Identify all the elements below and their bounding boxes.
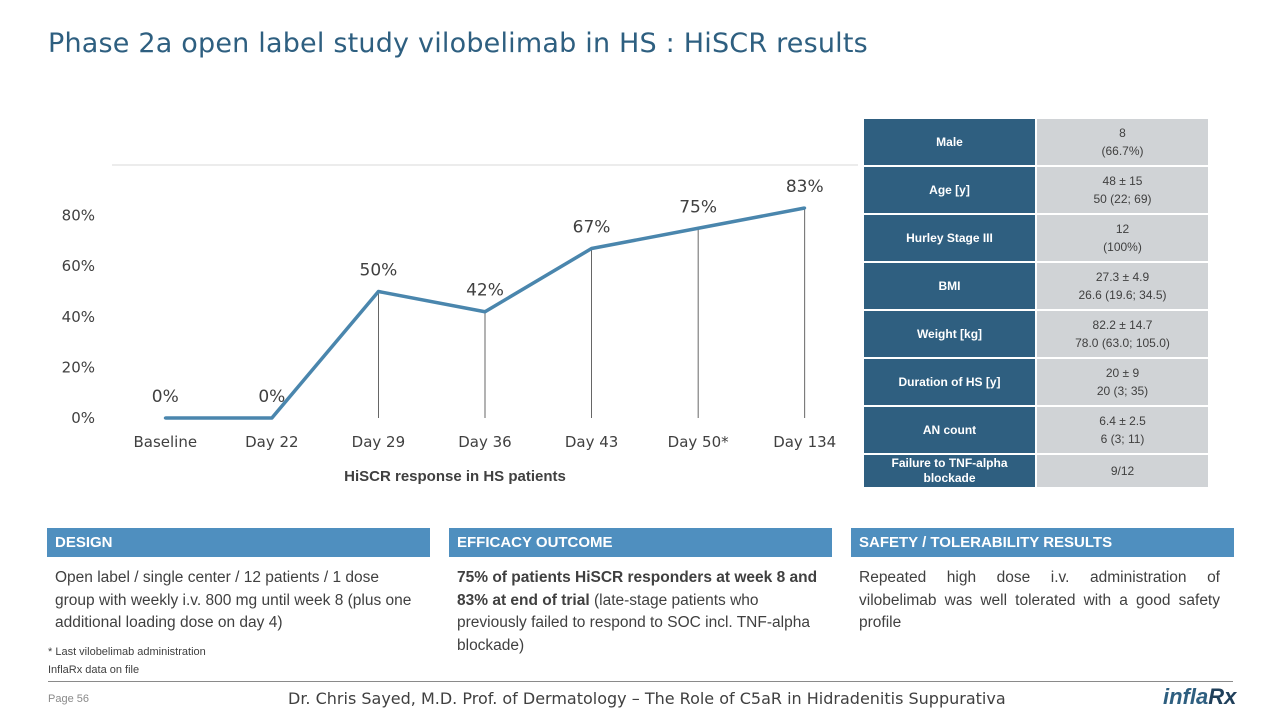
- x-tick-label: Day 134: [773, 433, 836, 451]
- hiscr-line-chart: 0% 20% 40% 60% 80% 0% 0% 50% 42% 67% 75% 83% Baselin…: [62, 164, 858, 485]
- data-point: [483, 310, 487, 314]
- baseline-row: Age [y] 48 ± 15 50 (22; 69): [862, 165, 1210, 215]
- design-section: DESIGN Open label / single center / 12 p…: [47, 528, 430, 635]
- logo-rx-text: Rx: [1208, 684, 1237, 709]
- x-tick-label: Day 22: [245, 433, 298, 451]
- baseline-row: Male 8 (66.7%): [862, 117, 1210, 167]
- y-tick-label: 0%: [71, 409, 95, 427]
- baseline-row: AN count 6.4 ± 2.5 6 (3; 11): [862, 405, 1210, 455]
- baseline-row-value: 6.4 ± 2.5 6 (3; 11): [1035, 405, 1210, 455]
- baseline-value-line2: (66.7%): [1101, 144, 1144, 158]
- y-tick-label: 40%: [62, 308, 95, 326]
- baseline-row: Duration of HS [y] 20 ± 9 20 (3; 35): [862, 357, 1210, 407]
- design-text: Open label / single center / 12 patients…: [55, 569, 412, 631]
- baseline-row-label: Age [y]: [862, 165, 1037, 215]
- data-point: [590, 246, 594, 250]
- slide-title: Phase 2a open label study vilobelimab in…: [48, 28, 868, 59]
- baseline-row: BMI 27.3 ± 4.9 26.6 (19.6; 34.5): [862, 261, 1210, 311]
- x-axis-title: HiSCR response in HS patients: [344, 468, 566, 485]
- baseline-row: Weight [kg] 82.2 ± 14.7 78.0 (63.0; 105.0): [862, 309, 1210, 359]
- baseline-row-value: 12 (100%): [1035, 213, 1210, 263]
- baseline-value-line1: 48 ± 15: [1102, 174, 1143, 188]
- logo-main-text: infla: [1163, 684, 1209, 709]
- y-tick-label: 60%: [62, 257, 95, 275]
- baseline-row-label: Weight [kg]: [862, 309, 1037, 359]
- page-number: Page 56: [48, 693, 89, 705]
- efficacy-bold-text: 75% of patients HiSCR responders at week…: [457, 569, 818, 609]
- data-label: 75%: [679, 197, 717, 217]
- baseline-value-line2: (100%): [1103, 240, 1142, 254]
- data-label: 0%: [258, 387, 285, 407]
- baseline-row-value: 9/12: [1035, 453, 1210, 489]
- baseline-row-label: Male: [862, 117, 1037, 167]
- footnote-data-source: InflaRx data on file: [48, 664, 140, 676]
- design-header: DESIGN: [47, 528, 430, 557]
- baseline-value-line1: 20 ± 9: [1105, 366, 1140, 380]
- data-label: 42%: [466, 281, 504, 301]
- x-tick-label: Day 29: [352, 433, 405, 451]
- baseline-value-line2: 78.0 (63.0; 105.0): [1075, 336, 1170, 350]
- x-tick-label: Baseline: [133, 433, 197, 451]
- baseline-row-label: Duration of HS [y]: [862, 357, 1037, 407]
- efficacy-text: 75% of patients HiSCR responders at week…: [449, 557, 832, 657]
- baseline-value-line1: 12: [1115, 222, 1130, 236]
- baseline-row-label: Failure to TNF-alpha blockade: [862, 453, 1037, 489]
- baseline-row-label: BMI: [862, 261, 1037, 311]
- data-label: 67%: [573, 217, 611, 237]
- safety-section: SAFETY / TOLERABILITY RESULTS Repeated h…: [851, 528, 1234, 635]
- baseline-row: Failure to TNF-alpha blockade 9/12: [862, 453, 1210, 489]
- y-tick-label: 80%: [62, 207, 95, 225]
- x-tick-label: Day 43: [565, 433, 618, 451]
- baseline-value-line2: 6 (3; 11): [1100, 432, 1145, 446]
- presenter-line: Dr. Chris Sayed, M.D. Prof. of Dermatolo…: [288, 689, 1006, 708]
- footer-divider: [48, 681, 1233, 682]
- baseline-row-value: 48 ± 15 50 (22; 69): [1035, 165, 1210, 215]
- x-tick-label: Day 50*: [668, 433, 729, 451]
- efficacy-header: EFFICACY OUTCOME: [449, 528, 832, 557]
- x-tick-label: Day 36: [458, 433, 511, 451]
- baseline-value-line1: 27.3 ± 4.9: [1095, 270, 1150, 284]
- efficacy-detail-text: (late-stage patients who previously fail…: [457, 591, 810, 654]
- data-point: [696, 226, 700, 230]
- baseline-value-line1: 6.4 ± 2.5: [1099, 414, 1146, 428]
- y-tick-label: 20%: [62, 358, 95, 376]
- safety-text: Repeated high dose i.v. administration o…: [859, 569, 1220, 631]
- baseline-value-line2: 26.6 (19.6; 34.5): [1078, 288, 1167, 302]
- baseline-row-value: 27.3 ± 4.9 26.6 (19.6; 34.5): [1035, 261, 1210, 311]
- baseline-row-label: Hurley Stage III: [862, 213, 1037, 263]
- data-point: [803, 206, 807, 210]
- data-point: [376, 290, 380, 293]
- baseline-row-label: AN count: [862, 405, 1037, 455]
- inflarx-logo: inflaRx: [1163, 684, 1236, 710]
- baseline-row-value: 20 ± 9 20 (3; 35): [1035, 357, 1210, 407]
- data-point: [270, 416, 274, 420]
- baseline-value-line1: 9/12: [1110, 464, 1135, 478]
- footnote-last-administration: * Last vilobelimab administration: [48, 646, 206, 658]
- baseline-row-value: 8 (66.7%): [1035, 117, 1210, 167]
- baseline-value-line2: 50 (22; 69): [1093, 192, 1152, 206]
- data-label: 0%: [152, 387, 179, 407]
- safety-header: SAFETY / TOLERABILITY RESULTS: [851, 528, 1234, 557]
- baseline-value-line2: 20 (3; 35): [1096, 384, 1149, 398]
- baseline-row-value: 82.2 ± 14.7 78.0 (63.0; 105.0): [1035, 309, 1210, 359]
- data-point: [163, 416, 167, 420]
- baseline-row: Hurley Stage III 12 (100%): [862, 213, 1210, 263]
- data-label: 83%: [786, 177, 824, 197]
- efficacy-section: EFFICACY OUTCOME 75% of patients HiSCR r…: [449, 528, 832, 657]
- data-label: 50%: [360, 261, 398, 281]
- baseline-characteristics-table: Male 8 (66.7%) Age [y] 48 ± 15 50 (22; 69) Hur…: [862, 117, 1210, 489]
- baseline-value-line1: 82.2 ± 14.7: [1092, 318, 1153, 332]
- baseline-value-line1: 8: [1119, 126, 1126, 140]
